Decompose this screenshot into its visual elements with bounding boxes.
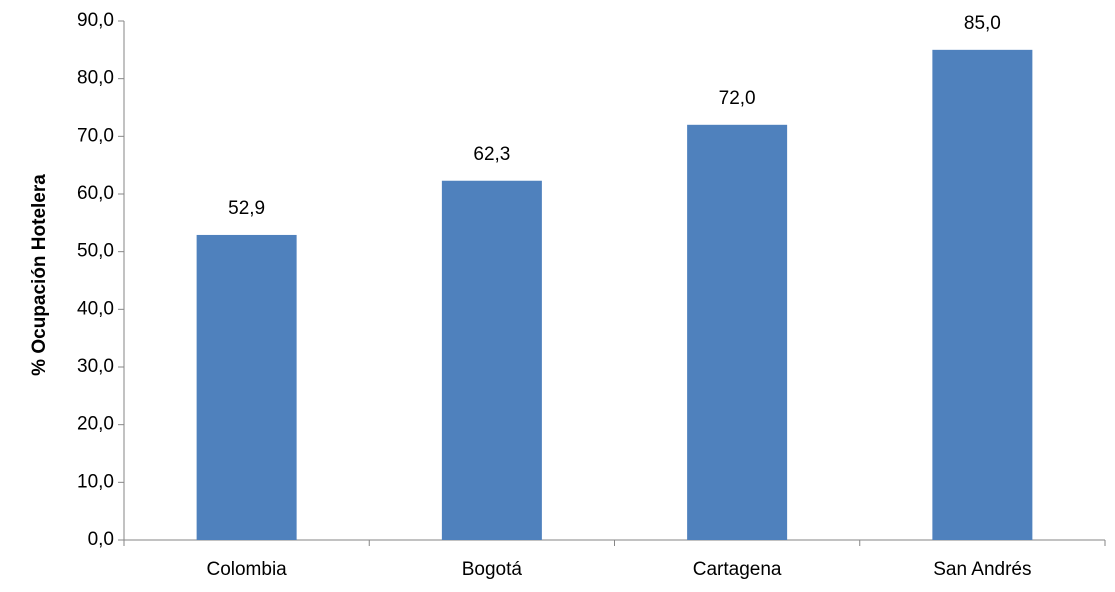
bar [687, 124, 788, 541]
y-tick-label: 10,0 [77, 471, 114, 492]
y-tick-label: 30,0 [77, 356, 114, 377]
x-tick-label: San Andrés [933, 559, 1031, 580]
y-tick-label: 0,0 [88, 529, 114, 550]
y-axis-title: % Ocupación Hotelera [29, 174, 50, 376]
y-tick-label: 60,0 [77, 183, 114, 204]
data-label: 52,9 [228, 198, 265, 219]
data-label: 62,3 [473, 144, 510, 165]
x-tick-label: Bogotá [462, 559, 523, 580]
data-label: 72,0 [719, 88, 756, 109]
y-tick-label: 70,0 [77, 125, 114, 146]
x-tick-label: Cartagena [693, 559, 782, 580]
y-tick-label: 80,0 [77, 68, 114, 89]
x-tick-label: Colombia [206, 559, 287, 580]
data-label: 85,0 [964, 13, 1001, 34]
y-tick-label: 50,0 [77, 241, 114, 262]
y-tick-label: 20,0 [77, 414, 114, 435]
y-tick-label: 90,0 [77, 10, 114, 31]
bar [932, 49, 1033, 540]
bar [196, 234, 297, 540]
bar [441, 180, 542, 540]
y-tick-label: 40,0 [77, 298, 114, 319]
